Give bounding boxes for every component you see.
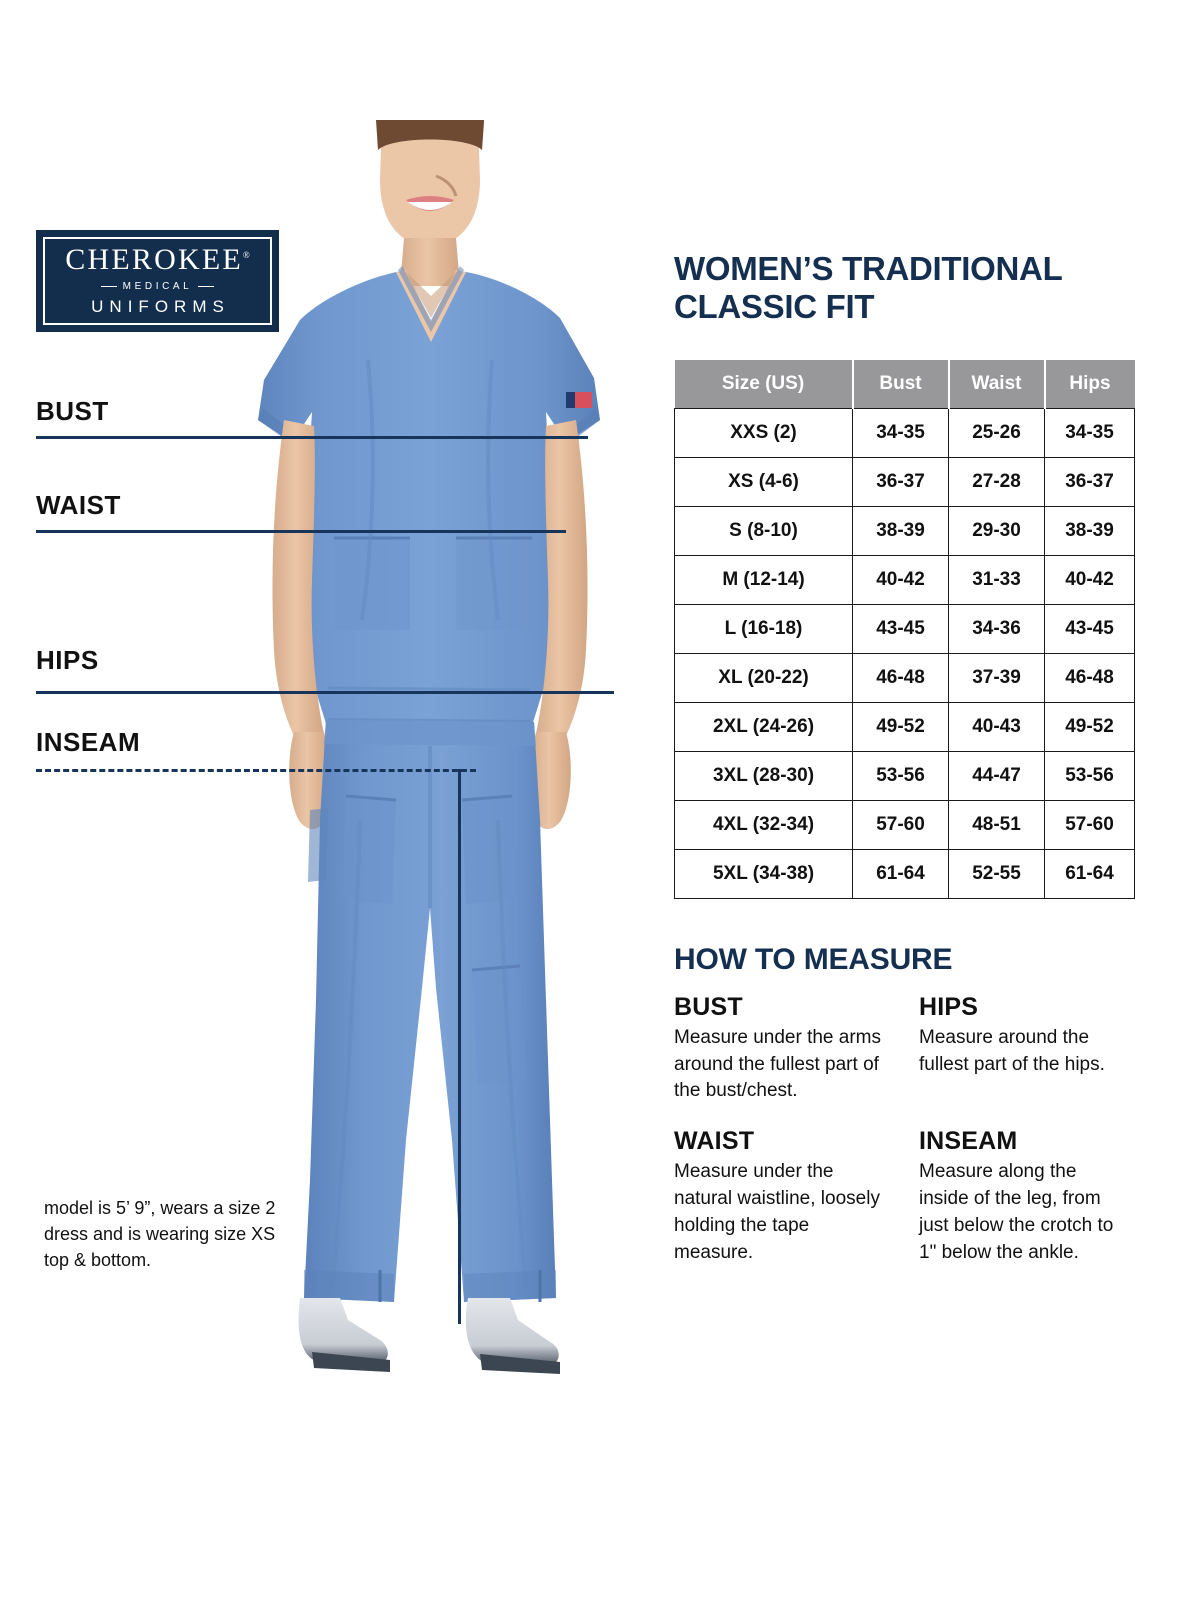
- scrub-top: [258, 266, 600, 732]
- measure-line-hips: [36, 691, 614, 694]
- cell-size: 5XL (34-38): [674, 848, 853, 899]
- column-header-bust: Bust: [852, 359, 950, 409]
- how-to-term-inseam: INSEAM: [919, 1127, 1018, 1156]
- column-header-waist: Waist: [948, 359, 1046, 409]
- cell-bust: 49-52: [852, 701, 949, 752]
- measure-line-inseam: [36, 769, 476, 772]
- table-row: S (8-10) 38-39 29-30 38-39: [674, 505, 1135, 556]
- how-to-desc-hips: Measure around the fullest part of the h…: [919, 1026, 1105, 1075]
- how-to-item-waist: WAIST Measure under the natural waistlin…: [674, 1127, 919, 1267]
- table-row: XS (4-6) 36-37 27-28 36-37: [674, 456, 1135, 507]
- how-to-term-waist: WAIST: [674, 1127, 755, 1156]
- model-photo: [200, 120, 660, 1410]
- cell-bust: 34-35: [852, 407, 949, 458]
- cell-waist: 40-43: [948, 701, 1045, 752]
- model-shoes: [298, 1298, 560, 1374]
- how-to-desc-bust: Measure under the arms around the fulles…: [674, 1026, 881, 1102]
- how-to-term-bust: BUST: [674, 992, 743, 1021]
- how-to-term-hips: HIPS: [919, 992, 979, 1021]
- how-to-item-bust: BUST Measure under the arms around the f…: [674, 993, 919, 1106]
- rule-right-icon: [198, 285, 215, 288]
- cell-hips: 53-56: [1044, 750, 1135, 801]
- cell-waist: 48-51: [948, 799, 1045, 850]
- size-chart-panel: WOMEN’S TRADITIONAL CLASSIC FIT Size (US…: [674, 0, 1144, 1267]
- table-row: 4XL (32-34) 57-60 48-51 57-60: [674, 799, 1135, 850]
- cell-waist: 34-36: [948, 603, 1045, 654]
- cell-size: M (12-14): [674, 554, 853, 605]
- table-row: L (16-18) 43-45 34-36 43-45: [674, 603, 1135, 654]
- cell-waist: 44-47: [948, 750, 1045, 801]
- measure-label-bust: BUST: [36, 396, 109, 426]
- brand-subtitle: MEDICAL: [100, 281, 215, 292]
- scrub-pants: [304, 720, 556, 1302]
- cell-hips: 46-48: [1044, 652, 1135, 703]
- model-panel: CHEROKEE® MEDICAL UNIFORMS BUST WAIST HI…: [36, 120, 660, 1410]
- cell-hips: 40-42: [1044, 554, 1135, 605]
- how-to-item-inseam: INSEAM Measure along the inside of the l…: [919, 1127, 1134, 1267]
- cell-bust: 38-39: [852, 505, 949, 556]
- measure-label-inseam: INSEAM: [36, 727, 141, 757]
- measure-line-waist: [36, 530, 566, 533]
- cell-size: XS (4-6): [674, 456, 853, 507]
- table-row: 5XL (34-38) 61-64 52-55 61-64: [674, 848, 1135, 899]
- table-row: 3XL (28-30) 53-56 44-47 53-56: [674, 750, 1135, 801]
- cell-hips: 61-64: [1044, 848, 1135, 899]
- cell-bust: 43-45: [852, 603, 949, 654]
- how-to-desc-inseam: Measure along the inside of the leg, fro…: [919, 1161, 1114, 1264]
- cell-size: XXS (2): [674, 407, 853, 458]
- cell-waist: 37-39: [948, 652, 1045, 703]
- cell-bust: 36-37: [852, 456, 949, 507]
- cell-bust: 57-60: [852, 799, 949, 850]
- column-header-hips: Hips: [1044, 359, 1135, 409]
- measure-label-waist: WAIST: [36, 490, 121, 520]
- measure-label-hips: HIPS: [36, 645, 99, 675]
- registered-trademark-icon: ®: [242, 250, 250, 260]
- measure-line-inseam-vertical: [458, 769, 461, 1324]
- cell-bust: 53-56: [852, 750, 949, 801]
- column-header-size: Size (US): [674, 359, 854, 409]
- how-to-desc-waist: Measure under the natural waistline, loo…: [674, 1161, 880, 1264]
- cell-hips: 38-39: [1044, 505, 1135, 556]
- cell-waist: 27-28: [948, 456, 1045, 507]
- brand-logo: CHEROKEE® MEDICAL UNIFORMS: [36, 230, 279, 332]
- page-title: WOMEN’S TRADITIONAL CLASSIC FIT: [674, 250, 1062, 326]
- cell-size: 4XL (32-34): [674, 799, 853, 850]
- cell-size: 2XL (24-26): [674, 701, 853, 752]
- model-caption: model is 5’ 9”, wears a size 2 dress and…: [44, 1198, 276, 1271]
- cell-bust: 40-42: [852, 554, 949, 605]
- cell-hips: 57-60: [1044, 799, 1135, 850]
- brand-logo-border: CHEROKEE® MEDICAL UNIFORMS: [43, 237, 272, 325]
- cell-waist: 31-33: [948, 554, 1045, 605]
- rule-left-icon: [100, 285, 117, 288]
- table-row: XL (20-22) 46-48 37-39 46-48: [674, 652, 1135, 703]
- cell-waist: 25-26: [948, 407, 1045, 458]
- brand-name: CHEROKEE®: [65, 243, 250, 276]
- size-chart-table: Size (US) Bust Waist Hips XXS (2) 34-35 …: [674, 359, 1135, 899]
- brand-line: UNIFORMS: [91, 297, 230, 316]
- cell-bust: 46-48: [852, 652, 949, 703]
- cell-waist: 52-55: [948, 848, 1045, 899]
- measure-line-bust: [36, 436, 588, 439]
- cell-hips: 36-37: [1044, 456, 1135, 507]
- cell-size: XL (20-22): [674, 652, 853, 703]
- cell-size: 3XL (28-30): [674, 750, 853, 801]
- how-to-measure-grid: BUST Measure under the arms around the f…: [674, 993, 1144, 1268]
- table-header-row: Size (US) Bust Waist Hips: [674, 359, 1135, 409]
- cell-hips: 34-35: [1044, 407, 1135, 458]
- table-row: 2XL (24-26) 49-52 40-43 49-52: [674, 701, 1135, 752]
- cell-hips: 43-45: [1044, 603, 1135, 654]
- model-arms: [272, 420, 588, 830]
- how-to-measure-title: HOW TO MEASURE: [674, 942, 953, 976]
- how-to-item-hips: HIPS Measure around the fullest part of …: [919, 993, 1134, 1106]
- cell-size: S (8-10): [674, 505, 853, 556]
- cell-bust: 61-64: [852, 848, 949, 899]
- table-row: M (12-14) 40-42 31-33 40-42: [674, 554, 1135, 605]
- cell-size: L (16-18): [674, 603, 853, 654]
- table-row: XXS (2) 34-35 25-26 34-35: [674, 407, 1135, 458]
- model-head: [376, 120, 484, 286]
- cell-hips: 49-52: [1044, 701, 1135, 752]
- cell-waist: 29-30: [948, 505, 1045, 556]
